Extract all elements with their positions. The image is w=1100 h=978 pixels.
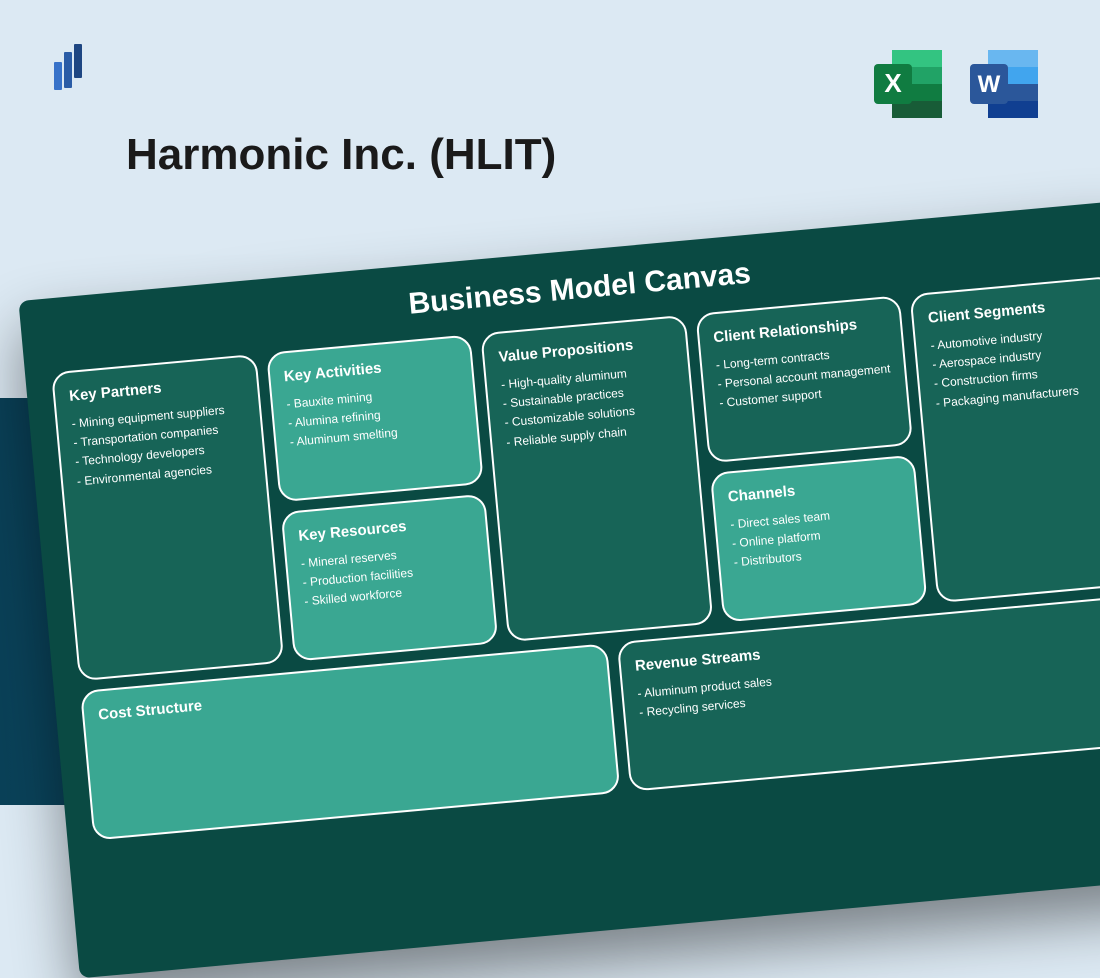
block-items: - Direct sales team- Online platform- Di… [730,500,908,573]
block-channels: Channels - Direct sales team- Online pla… [710,455,928,623]
block-items: - Automotive industry- Aerospace industr… [930,321,1100,413]
canvas-wrap: Business Model Canvas Key Partners - Min… [18,200,1100,978]
block-key-partners: Key Partners - Mining equipment supplier… [51,354,284,681]
block-client-relationships: Client Relationships - Long-term contrac… [695,295,913,463]
logo-bar-icon [74,44,82,78]
word-icon[interactable]: W [966,44,1046,124]
block-key-resources: Key Resources - Mineral reserves- Produc… [280,494,498,662]
excel-icon[interactable]: X [870,44,950,124]
brand-logo [54,44,94,100]
file-icons-group: X W [870,44,1046,124]
block-items: - Mineral reserves- Production facilitie… [300,539,478,612]
block-client-segments: Client Segments - Automotive industry- A… [910,276,1100,603]
block-items: - Bauxite mining- Alumina refining- Alum… [286,380,464,453]
block-key-activities: Key Activities - Bauxite mining- Alumina… [266,334,484,502]
svg-text:W: W [978,71,1001,98]
logo-bar-icon [64,52,72,88]
block-items: - Long-term contracts- Personal account … [715,340,893,413]
block-items: - High-quality aluminum- Sustainable pra… [500,360,680,452]
page-title: Harmonic Inc. (HLIT) [126,130,556,180]
business-model-canvas: Business Model Canvas Key Partners - Min… [18,200,1100,978]
block-items: - Mining equipment suppliers- Transporta… [71,399,251,491]
block-value-propositions: Value Propositions - High-quality alumin… [480,315,713,642]
logo-bar-icon [54,62,62,90]
svg-text:X: X [884,68,902,98]
